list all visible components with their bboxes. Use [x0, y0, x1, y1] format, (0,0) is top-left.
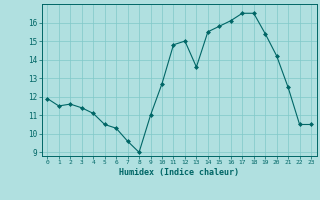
- X-axis label: Humidex (Indice chaleur): Humidex (Indice chaleur): [119, 168, 239, 177]
